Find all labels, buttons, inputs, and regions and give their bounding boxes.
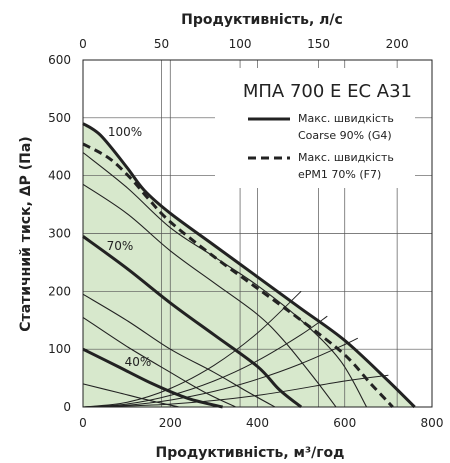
legend-label-f7-line1: Макс. швидкість bbox=[298, 151, 394, 164]
x-tick-label: 200 bbox=[159, 416, 182, 430]
y-axis-label: Статичний тиск, ΔP (Па) bbox=[18, 136, 34, 331]
series-group: 100% 70% 40% bbox=[82, 122, 416, 409]
system-curves bbox=[82, 290, 389, 408]
y-tick-label: 400 bbox=[48, 169, 71, 183]
y-tick-label: 500 bbox=[48, 111, 71, 125]
x2-tick-label: 0 bbox=[79, 37, 87, 51]
series-line bbox=[82, 316, 236, 408]
speed-label: 70% bbox=[107, 239, 134, 253]
series-line bbox=[82, 122, 416, 409]
x2-tick-label: 200 bbox=[386, 37, 409, 51]
x-tick-label: 0 bbox=[79, 416, 87, 430]
y-tick-label: 600 bbox=[48, 53, 71, 67]
operating-area-fill bbox=[83, 123, 415, 407]
legend-label-f7-line2: ePM1 70% (F7) bbox=[298, 168, 381, 181]
x2-axis-label: Продуктивність, л/с bbox=[181, 12, 343, 28]
speed-label: 40% bbox=[125, 355, 152, 369]
system-curve bbox=[82, 315, 328, 408]
x2-tick-label: 50 bbox=[154, 37, 169, 51]
series-line bbox=[82, 183, 337, 408]
x-ticks: 0 200 400 600 800 bbox=[79, 416, 443, 430]
x2-tick-label: 100 bbox=[229, 37, 252, 51]
x-axis-label: Продуктивність, м³/год bbox=[156, 445, 345, 461]
speed-label: 100% bbox=[108, 125, 142, 139]
x2-ticks: 0 50 100 150 200 bbox=[79, 37, 408, 51]
plot-frame bbox=[82, 59, 433, 408]
x-tick-label: 600 bbox=[333, 416, 356, 430]
title-background bbox=[215, 68, 415, 188]
x2-tick-label: 150 bbox=[307, 37, 330, 51]
system-curve bbox=[82, 290, 302, 408]
y-tick-label: 200 bbox=[48, 284, 71, 298]
series-line bbox=[82, 235, 303, 409]
system-curve bbox=[82, 337, 359, 408]
legend: Макс. швидкість Coarse 90% (G4) Макс. шв… bbox=[248, 112, 394, 181]
legend-label-g4-line1: Макс. швидкість bbox=[298, 112, 394, 125]
chart-title: МПА 700 Е ЕС А31 bbox=[243, 81, 412, 102]
y-tick-label: 0 bbox=[63, 400, 71, 414]
x-tick-label: 800 bbox=[421, 416, 444, 430]
y-ticks: 0 100 200 300 400 500 600 bbox=[48, 53, 71, 414]
system-curve bbox=[82, 374, 389, 408]
fill-area bbox=[83, 123, 415, 407]
y-tick-label: 100 bbox=[48, 342, 71, 356]
legend-label-g4-line2: Coarse 90% (G4) bbox=[298, 129, 392, 142]
series-line bbox=[82, 152, 368, 408]
series-line bbox=[82, 347, 223, 409]
series-line bbox=[82, 293, 276, 408]
y-tick-label: 300 bbox=[48, 227, 71, 241]
x-tick-label: 400 bbox=[246, 416, 269, 430]
series-line bbox=[82, 383, 180, 408]
